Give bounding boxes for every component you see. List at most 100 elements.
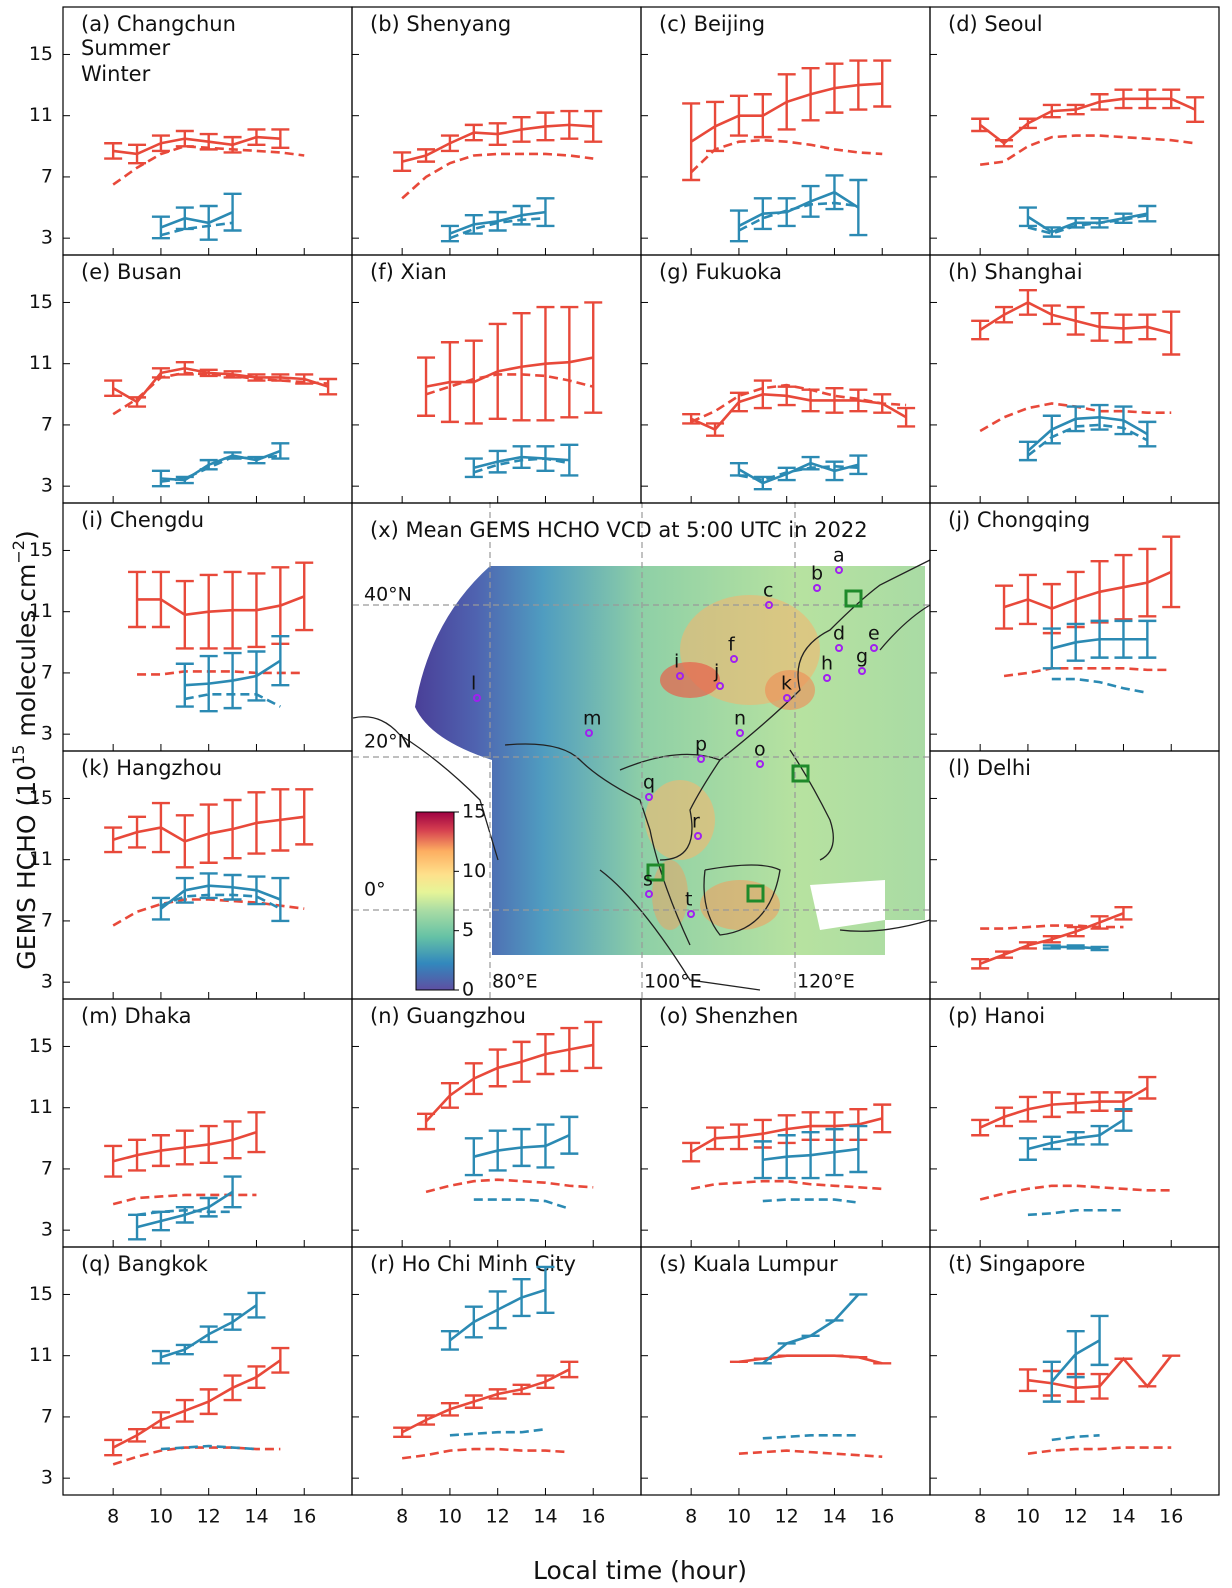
y-tick-label: 11 [29,1344,53,1366]
panel-title: (s) Kuala Lumpur [659,1252,838,1276]
series-line [763,1294,859,1363]
y-tick-label: 3 [41,971,53,993]
lon-label: 120°E [797,971,855,993]
error-bar [1043,936,1061,942]
site-label: k [781,673,792,695]
colorbar-tick-label: 10 [462,860,486,882]
x-tick-label: 8 [107,1506,119,1528]
panel-frame [352,1247,641,1495]
error-bar [224,1376,242,1400]
x-tick-label: 12 [197,1506,221,1528]
error-bar [706,423,724,435]
x-tick-label: 14 [1111,1506,1135,1528]
error-bar [513,1279,531,1316]
series-line [402,1449,569,1458]
panel-title: (e) Busan [81,260,182,284]
series-line [474,1200,570,1209]
y-tick-label: 11 [29,104,53,126]
error-bar [247,1293,265,1317]
x-tick-label: 8 [396,1506,408,1528]
error-bar [1138,422,1156,446]
panel-title: (t) Singapore [948,1252,1085,1276]
panel-frame [930,255,1219,503]
series-line [763,1200,859,1203]
legend-label: Winter [81,62,151,86]
error-bar [825,462,843,480]
panel-title: (a) Changchun [81,12,236,36]
y-tick-label: 15 [29,787,53,809]
series-line [1052,679,1148,693]
series-line [1028,1448,1171,1454]
series-line [739,1451,882,1457]
x-tick-label: 8 [974,1506,986,1528]
error-bar [995,586,1013,629]
error-bar [319,379,337,394]
y-tick-label: 7 [41,413,53,435]
x-tick-label: 10 [727,1506,751,1528]
site-label: e [868,623,880,645]
error-bar [802,186,820,217]
y-tick-label: 15 [29,43,53,65]
panel-frame [641,1247,930,1495]
y-tick-label: 3 [41,1467,53,1489]
error-bar [1114,1109,1132,1130]
x-tick-label: 14 [822,1506,846,1528]
site-label: h [821,653,833,675]
error-bar [1186,97,1204,121]
y-tick-label: 7 [41,1405,53,1427]
error-bar [489,1050,507,1087]
error-bar [152,1212,170,1230]
y-tick-label: 7 [41,165,53,187]
error-bar [1138,1077,1156,1098]
error-bar [152,1351,170,1363]
panel-title: (m) Dhaka [81,1004,192,1028]
x-tick-label: 14 [533,1506,557,1528]
series-line [1028,425,1147,456]
site-label: q [643,772,655,794]
site-label: m [583,708,602,730]
error-bar [1019,208,1037,226]
x-tick-label: 16 [1159,1506,1183,1528]
colorbar-tick-label: 0 [462,979,474,1001]
panel-title: (k) Hangzhou [81,756,222,780]
series-line [691,1181,882,1189]
x-tick-label: 10 [1016,1506,1040,1528]
map-graphics [353,502,930,998]
series-line [426,1180,593,1192]
error-bar [1019,942,1037,948]
figure: GEMS HCHO (1015 molecules cm−2) Local ti… [0,0,1232,1588]
series-line [161,451,280,480]
lat-label: 40°N [364,584,412,606]
error-bar [271,878,289,921]
series-line [113,1448,280,1465]
error-bar [224,194,242,231]
x-axis-label: Local time (hour) [533,1556,747,1585]
error-bar [465,1395,483,1407]
site-label: t [685,889,692,911]
y-tick-label: 3 [41,1219,53,1241]
error-bar [849,180,867,235]
error-bar [465,1063,483,1094]
error-bar [104,381,122,396]
error-bar [1162,537,1180,607]
error-bar [971,1120,989,1135]
error-bar [682,1143,700,1161]
site-label: i [674,651,679,673]
panel-frame [352,999,641,1247]
y-tick-label: 11 [29,352,53,374]
error-bar [1114,907,1132,919]
error-bar [393,152,411,170]
panel-frame [930,751,1219,999]
error-bar [897,408,915,426]
x-tick-label: 12 [775,1506,799,1528]
error-bar [104,1440,122,1455]
site-label: s [643,869,653,891]
series-line [691,140,882,172]
error-bar [200,1389,218,1413]
series-line [1028,1210,1124,1215]
panel-title: (h) Shanghai [948,260,1083,284]
series-line [763,1435,859,1438]
error-bar [995,140,1013,146]
site-label: d [833,623,845,645]
panel-title: (q) Bangkok [81,1252,209,1276]
